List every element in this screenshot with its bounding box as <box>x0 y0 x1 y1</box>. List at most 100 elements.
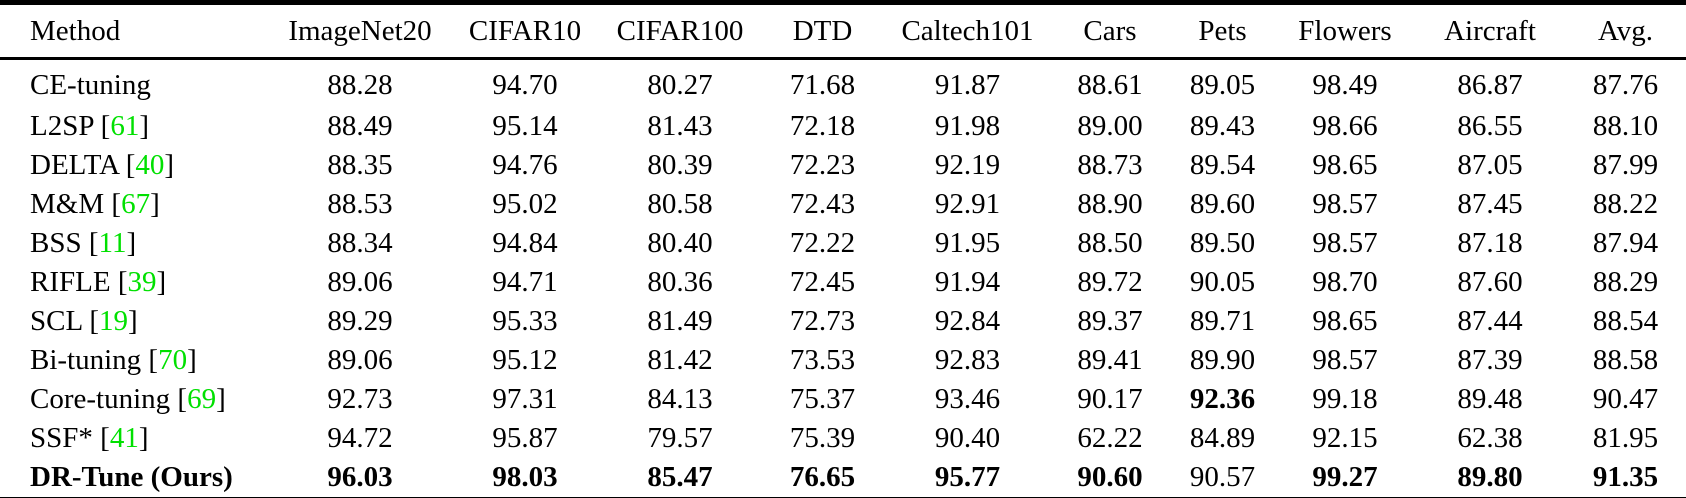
table-row: RIFLE [39] 89.06 94.71 80.36 72.45 91.94 89.72… <box>0 263 1686 302</box>
value-cell: 98.65 <box>1312 305 1378 337</box>
value-cell: 72.45 <box>789 266 856 298</box>
value-cell: 87.39 <box>1457 344 1523 376</box>
value-cell: 92.84 <box>934 305 1001 337</box>
citation-link[interactable]: 41 <box>109 422 139 454</box>
value-cell: 87.60 <box>1457 266 1523 298</box>
value-cell: 89.80 <box>1457 461 1523 493</box>
value-cell: 98.66 <box>1312 110 1378 142</box>
citation-link[interactable]: 19 <box>99 305 129 337</box>
value-cell: 86.87 <box>1457 69 1523 101</box>
value-cell: 89.48 <box>1457 383 1523 415</box>
value-cell: 96.03 <box>327 461 393 493</box>
method-cell: CE-tuning <box>30 69 151 101</box>
citation-link[interactable]: 11 <box>98 227 127 259</box>
col-header-pets: Pets <box>1170 2 1275 60</box>
value-cell: 98.49 <box>1312 69 1378 101</box>
table-header: Method ImageNet20 CIFAR10 CIFAR100 DTD C… <box>0 2 1686 60</box>
value-cell: 88.10 <box>1592 110 1659 142</box>
value-cell: 88.50 <box>1077 227 1143 259</box>
value-cell: 89.00 <box>1077 110 1143 142</box>
value-cell: 90.17 <box>1077 383 1143 415</box>
value-cell: 88.54 <box>1592 305 1659 337</box>
value-cell: 88.35 <box>327 149 393 181</box>
value-cell: 89.72 <box>1077 266 1143 298</box>
method-cell: Bi-tuning [70] <box>30 344 197 376</box>
value-cell: 98.70 <box>1312 266 1378 298</box>
value-cell: 95.14 <box>492 110 558 142</box>
value-cell: 89.54 <box>1189 149 1256 181</box>
value-cell: 87.45 <box>1457 188 1523 220</box>
value-cell: 81.49 <box>647 305 713 337</box>
value-cell: 88.73 <box>1077 149 1143 181</box>
value-cell: 90.57 <box>1189 461 1256 493</box>
value-cell: 95.77 <box>934 461 1001 493</box>
citation-link[interactable]: 67 <box>121 188 151 220</box>
value-cell: 90.60 <box>1077 461 1143 493</box>
value-cell: 92.19 <box>934 149 1001 181</box>
value-cell: 84.89 <box>1189 422 1256 454</box>
method-cell: DELTA [40] <box>30 149 175 181</box>
value-cell: 89.60 <box>1189 188 1256 220</box>
value-cell: 92.83 <box>934 344 1001 376</box>
col-header-flowers: Flowers <box>1275 2 1415 60</box>
value-cell: 80.58 <box>647 188 713 220</box>
header-row: Method ImageNet20 CIFAR10 CIFAR100 DTD C… <box>0 2 1686 60</box>
value-cell: 87.94 <box>1592 227 1659 259</box>
method-cell: DR-Tune (Ours) <box>30 461 233 493</box>
value-cell: 80.40 <box>647 227 713 259</box>
value-cell: 95.87 <box>492 422 558 454</box>
value-cell: 85.47 <box>647 461 713 493</box>
col-header-cars: Cars <box>1050 2 1170 60</box>
table-row: DR-Tune (Ours) 96.03 98.03 85.47 76.65 95.77 9… <box>0 458 1686 498</box>
col-header-cifar100: CIFAR100 <box>600 2 760 60</box>
value-cell: 88.28 <box>327 69 393 101</box>
citation-link[interactable]: 69 <box>187 383 217 415</box>
value-cell: 72.73 <box>789 305 856 337</box>
table-row: M&M [67] 88.53 95.02 80.58 72.43 92.91 88.90 89… <box>0 185 1686 224</box>
value-cell: 72.22 <box>789 227 856 259</box>
table-row: L2SP [61] 88.49 95.14 81.43 72.18 91.98 89.00 8… <box>0 107 1686 146</box>
value-cell: 71.68 <box>789 69 856 101</box>
value-cell: 72.43 <box>789 188 856 220</box>
table-row: DELTA [40] 88.35 94.76 80.39 72.23 92.19 88.73… <box>0 146 1686 185</box>
value-cell: 87.76 <box>1592 69 1659 101</box>
value-cell: 92.15 <box>1312 422 1378 454</box>
citation-link[interactable]: 61 <box>110 110 140 142</box>
table-row: BSS [11] 88.34 94.84 80.40 72.22 91.95 88.50 89… <box>0 224 1686 263</box>
value-cell: 98.57 <box>1312 188 1378 220</box>
method-cell: Core-tuning [69] <box>30 383 226 415</box>
value-cell: 87.44 <box>1457 305 1523 337</box>
value-cell: 62.38 <box>1457 422 1523 454</box>
table-row: SSF* [41] 94.72 95.87 79.57 75.39 90.40 62.22 8… <box>0 419 1686 458</box>
value-cell: 72.18 <box>789 110 856 142</box>
value-cell: 90.40 <box>934 422 1001 454</box>
value-cell: 94.72 <box>327 422 393 454</box>
value-cell: 92.36 <box>1189 383 1256 415</box>
citation-link[interactable]: 39 <box>127 266 157 298</box>
col-header-imagenet20: ImageNet20 <box>270 2 450 60</box>
value-cell: 88.29 <box>1592 266 1659 298</box>
value-cell: 90.05 <box>1189 266 1256 298</box>
method-cell: SCL [19] <box>30 305 138 337</box>
value-cell: 89.05 <box>1189 69 1256 101</box>
citation-link[interactable]: 40 <box>135 149 165 181</box>
table-row: CE-tuning 88.28 94.70 80.27 71.68 91.87 88.61 8… <box>0 59 1686 108</box>
value-cell: 75.37 <box>789 383 856 415</box>
method-cell: M&M [67] <box>30 188 160 220</box>
value-cell: 89.37 <box>1077 305 1143 337</box>
value-cell: 72.23 <box>789 149 856 181</box>
value-cell: 89.71 <box>1189 305 1256 337</box>
value-cell: 92.73 <box>327 383 393 415</box>
col-header-dtd: DTD <box>760 2 885 60</box>
value-cell: 88.22 <box>1592 188 1659 220</box>
value-cell: 80.27 <box>647 69 713 101</box>
value-cell: 91.95 <box>934 227 1001 259</box>
value-cell: 87.18 <box>1457 227 1523 259</box>
value-cell: 93.46 <box>934 383 1001 415</box>
value-cell: 95.33 <box>492 305 558 337</box>
col-header-cifar10: CIFAR10 <box>450 2 600 60</box>
citation-link[interactable]: 70 <box>158 344 188 376</box>
value-cell: 91.98 <box>934 110 1001 142</box>
value-cell: 95.02 <box>492 188 558 220</box>
